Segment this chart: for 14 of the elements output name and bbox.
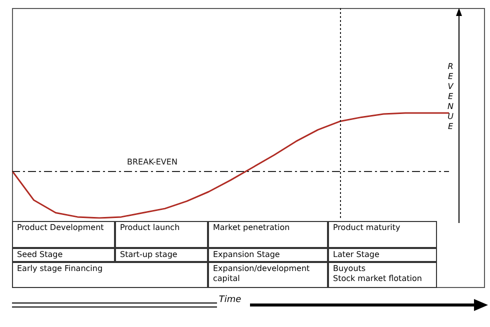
text: Product Development (12, 221, 115, 248)
text: Buyouts Stock market flotation (328, 262, 437, 288)
text: Product maturity (328, 221, 437, 248)
text: Product launch (115, 221, 208, 248)
text: Later Stage (328, 248, 437, 262)
text: Time (218, 295, 242, 305)
y-axis-title: REVENUE (447, 62, 454, 132)
ref-line-label: BREAK-EVEN (127, 157, 178, 166)
text: Market penetration (208, 221, 328, 248)
text: Early stage Financing (12, 262, 208, 288)
text: Expansion Stage (208, 248, 328, 262)
text: Expansion/development capital (208, 262, 328, 288)
text: Seed Stage (12, 248, 115, 262)
text: Start-up stage (115, 248, 208, 262)
